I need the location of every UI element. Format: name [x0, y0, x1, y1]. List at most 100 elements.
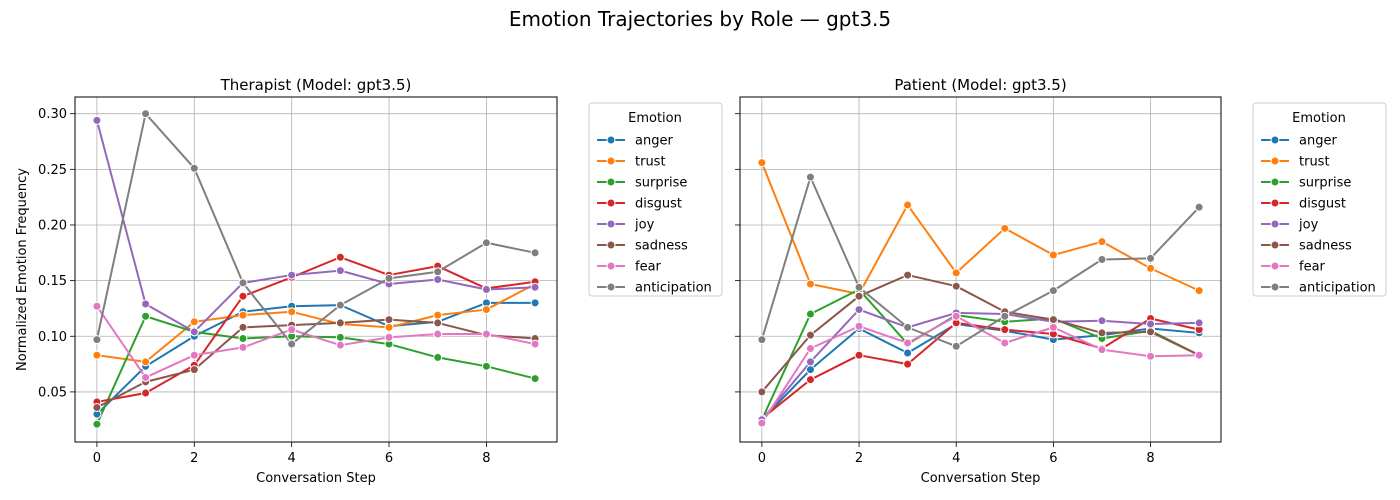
therapist-fear-point: [530, 339, 540, 349]
therapist-disgust-line: [96, 256, 536, 403]
therapist-legend-fear-label: fear: [635, 260, 662, 275]
therapist-fear-point: [481, 329, 491, 339]
therapist-ytick-label: 0.30: [38, 107, 67, 122]
patient-sadness-point: [903, 270, 913, 280]
patient-joy-point: [1097, 316, 1107, 326]
patient-trust-point: [903, 200, 913, 210]
patient-anticipation-point: [1097, 254, 1107, 264]
therapist-fear-point: [384, 332, 394, 342]
therapist-sadness-point: [335, 318, 345, 328]
patient-anger-point: [903, 348, 913, 358]
patient-joy-point: [1194, 318, 1204, 328]
therapist-anticipation-point: [530, 248, 540, 258]
patient-sadness-point: [757, 387, 767, 397]
therapist-xtick-label: 0: [93, 451, 101, 466]
therapist-fear-line: [96, 305, 536, 379]
therapist-joy-point: [481, 285, 491, 295]
patient-legend-sadness-label: sadness: [1299, 239, 1352, 254]
therapist-anticipation-point: [433, 267, 443, 277]
therapist-legend: Emotion anger trust surprise disgust joy sadne…: [588, 102, 723, 297]
therapist-sadness-point: [238, 322, 248, 332]
patient-legend-anger-marker: [1270, 135, 1280, 145]
patient-trust-point: [1097, 237, 1107, 247]
patient-fear-line: [761, 315, 1200, 424]
patient-anticipation-line: [760, 176, 1200, 348]
therapist-ytick-label: 0.05: [38, 385, 67, 400]
patient-fear-point: [1194, 350, 1204, 360]
patient-disgust-line: [761, 317, 1200, 420]
therapist-anticipation-point: [189, 163, 199, 173]
patient-legend-disgust-marker: [1270, 198, 1280, 208]
patient-xtick-label: 2: [855, 451, 863, 466]
therapist-joy-point: [433, 275, 443, 285]
therapist-panel: 0 2 4 6 8 0.05 0.10 0.15 0.20 0.25 0.30 Therapist (…: [15, 76, 723, 486]
therapist-disgust-point: [238, 291, 248, 301]
patient-panel: 0 2 4 6 8 Patient (Model: gpt3.5) Conversation…: [735, 76, 1387, 486]
patient-xtick-label: 8: [1146, 451, 1154, 466]
patient-trust-point: [757, 158, 767, 168]
patient-anticipation-point: [903, 322, 913, 332]
patient-trust-point: [1146, 263, 1156, 273]
patient-joy-point: [1146, 319, 1156, 329]
therapist-legend-anticipation-label: anticipation: [635, 281, 712, 296]
patient-anticipation-point: [805, 172, 815, 182]
therapist-trust-point: [189, 317, 199, 327]
patient-legend-anticipation-label: anticipation: [1299, 281, 1376, 296]
patient-anticipation-point: [1146, 253, 1156, 263]
therapist-anticipation-point: [238, 278, 248, 288]
therapist-joy-point: [92, 115, 102, 125]
patient-sadness-point: [1048, 315, 1058, 325]
therapist-xtick-label: 2: [190, 451, 198, 466]
patient-legend-trust-label: trust: [1299, 155, 1330, 170]
therapist-ytick-label: 0.15: [38, 274, 67, 289]
patient-xtick-label: 0: [758, 451, 766, 466]
patient-axes-frame: [739, 96, 1222, 443]
therapist-legend-disgust-marker: [606, 198, 616, 208]
therapist-trust-line: [96, 283, 536, 363]
therapist-fear-point: [335, 340, 345, 350]
therapist-trust-point: [481, 305, 491, 315]
therapist-joy-point: [141, 299, 151, 309]
therapist-sadness-point: [433, 318, 443, 328]
therapist-legend-fear-marker: [606, 261, 616, 271]
therapist-disgust-point: [335, 252, 345, 262]
patient-legend-trust-marker: [1270, 156, 1280, 166]
patient-trust-point: [1194, 286, 1204, 296]
patient-disgust-point: [1000, 325, 1010, 335]
therapist-legend-trust-label: trust: [635, 155, 666, 170]
therapist-legend-surprise-label: surprise: [635, 176, 687, 191]
therapist-legend-sadness-label: sadness: [635, 239, 688, 254]
therapist-ytick-label: 0.20: [38, 218, 67, 233]
patient-sadness-point: [1097, 328, 1107, 338]
patient-anticipation-point: [1000, 311, 1010, 321]
patient-joy-point: [854, 305, 864, 315]
patient-x-axis-label: Conversation Step: [921, 471, 1041, 486]
patient-legend-surprise-label: surprise: [1299, 176, 1351, 191]
therapist-legend-sadness-marker: [606, 240, 616, 250]
therapist-joy-point: [335, 266, 345, 276]
therapist-ytick-label: 0.10: [38, 330, 67, 345]
therapist-surprise-point: [433, 352, 443, 362]
therapist-surprise-point: [92, 419, 102, 429]
therapist-legend-trust-marker: [606, 156, 616, 166]
therapist-anticipation-point: [481, 238, 491, 248]
patient-joy-line: [761, 308, 1200, 421]
patient-legend-box: [1252, 102, 1387, 297]
patient-trust-point: [805, 279, 815, 289]
therapist-surprise-point: [141, 311, 151, 321]
patient-fear-point: [854, 321, 864, 331]
therapist-chart-title: Therapist (Model: gpt3.5): [220, 76, 412, 94]
patient-disgust-point: [805, 375, 815, 385]
patient-sadness-line: [761, 274, 1200, 393]
patient-disgust-point: [854, 350, 864, 360]
therapist-trust-point: [92, 350, 102, 360]
patient-anticipation-point: [1048, 286, 1058, 296]
therapist-legend-title: Emotion: [628, 111, 682, 126]
patient-xtick-label: 4: [952, 451, 960, 466]
patient-legend-sadness-marker: [1270, 240, 1280, 250]
therapist-trust-point: [141, 357, 151, 367]
therapist-legend-anger-marker: [606, 135, 616, 145]
patient-surprise-point: [805, 309, 815, 319]
therapist-joy-point: [530, 282, 540, 292]
patient-anticipation-point: [1194, 202, 1204, 212]
